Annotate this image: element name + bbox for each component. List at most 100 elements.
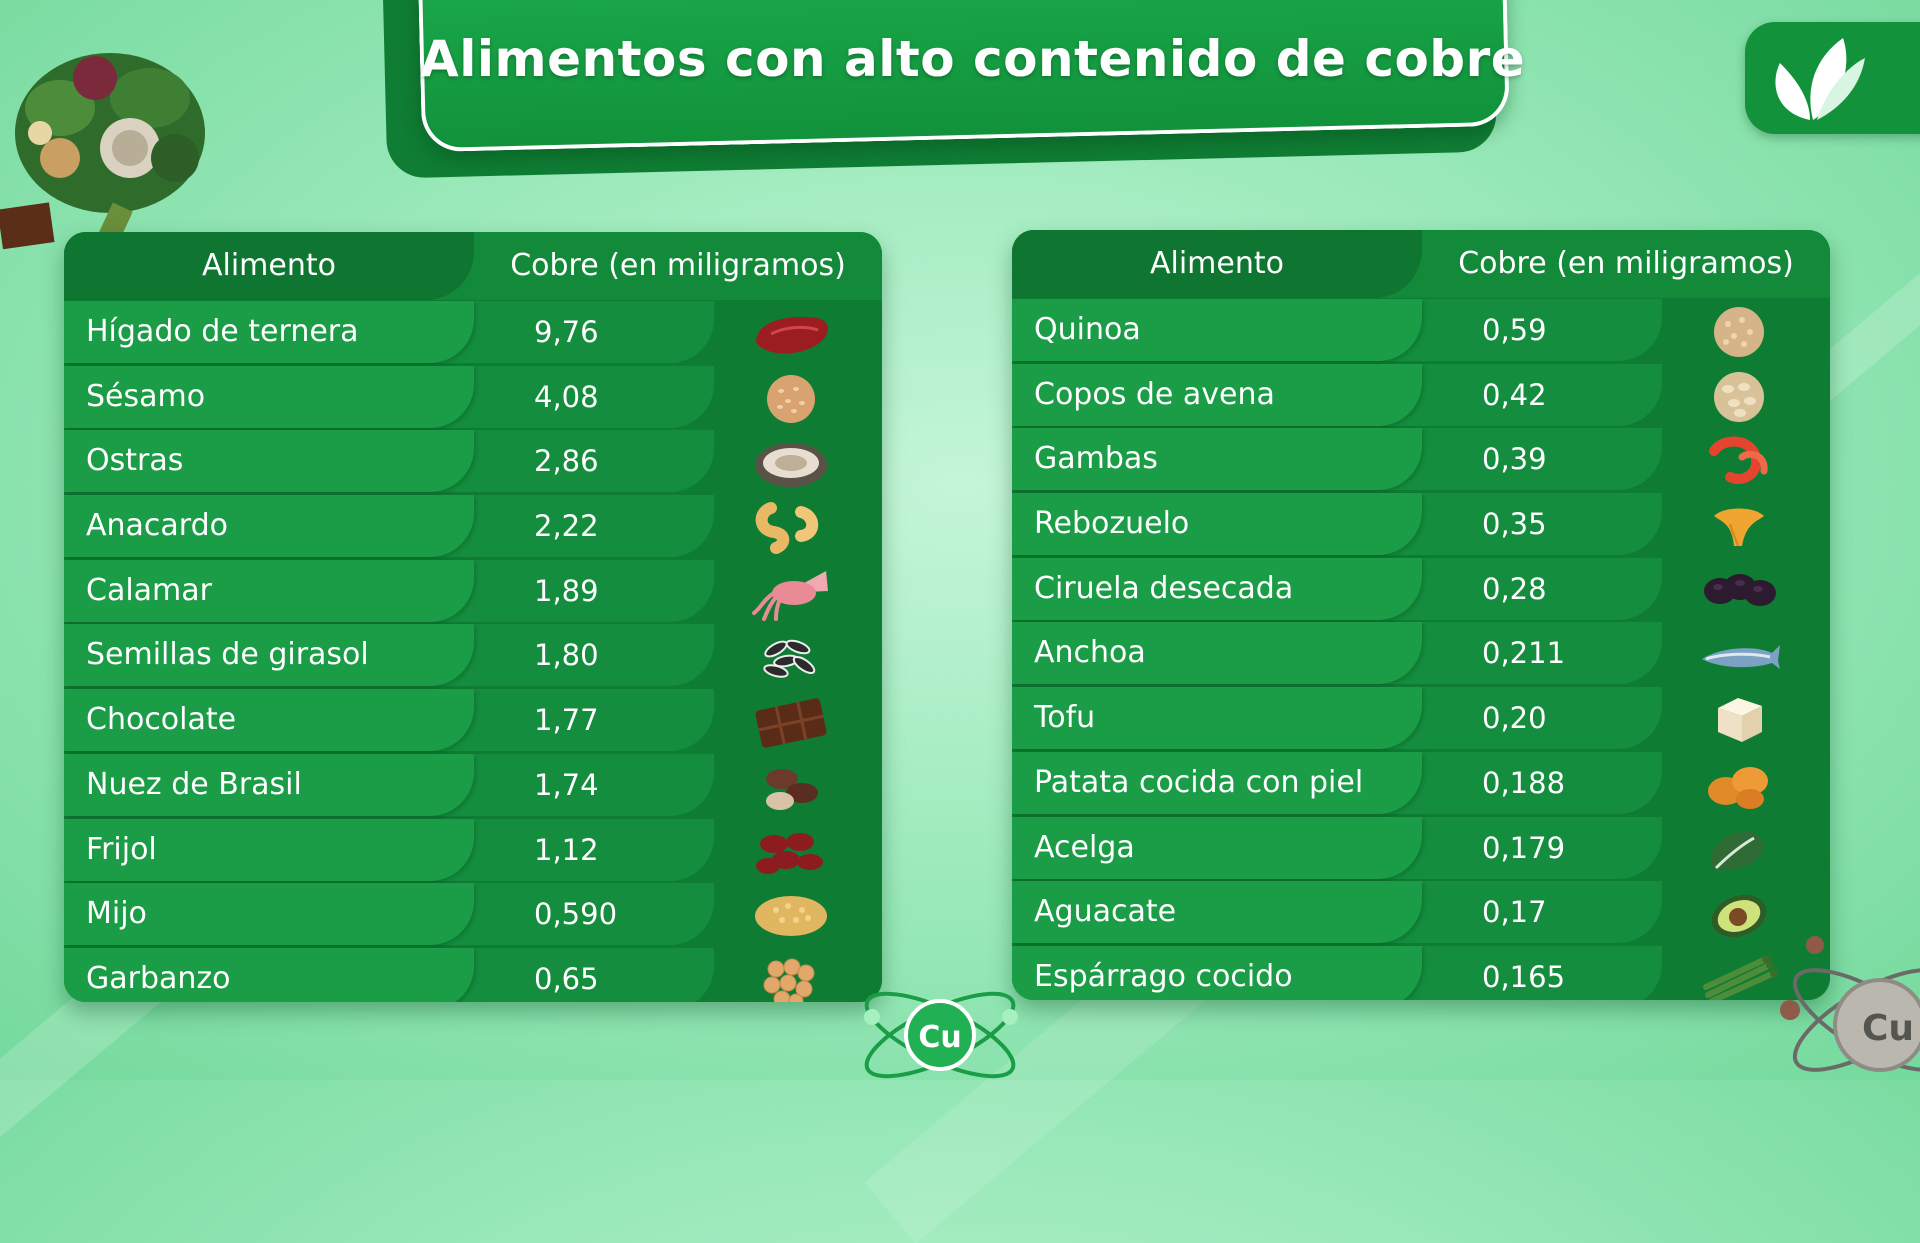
table-row: Acelga 0,179 [1012,816,1830,881]
atom-label: Cu [1862,1008,1914,1049]
food-cell [1012,687,1422,750]
copper-value: 0,35 [1482,507,1547,542]
table-row: Frijol 1,12 [64,818,882,883]
food-cell [1012,557,1422,620]
food-cell [1012,299,1422,361]
food-cell [64,947,474,1002]
food-name: Patata cocida con piel [1034,764,1364,800]
table-row: Chocolate 1,77 [64,688,882,753]
food-cell [1012,751,1422,814]
food-name: Acelga [1034,829,1135,865]
copper-table-left: Alimento Cobre (en miligramos) Hígado de… [64,232,882,1002]
table-row: Quinoa 0,59 [1012,298,1830,363]
food-cell [64,301,474,363]
sesame-icon [746,369,836,427]
table-row: Ciruela desecada 0,28 [1012,557,1830,622]
food-name: Frijol [86,831,157,867]
food-cell [64,365,474,428]
asparagus-icon [1694,949,1784,1000]
food-cell [64,495,474,558]
table-row: Calamar 1,89 [64,559,882,624]
copper-value: 0,42 [1482,377,1547,412]
copper-value: 0,28 [1482,571,1547,606]
table-body: Hígado de ternera 9,76 Sésamo 4,08 Ostras 2,8… [64,300,882,1002]
food-cell [1012,945,1422,1000]
chanterelle-icon [1694,496,1784,554]
food-cell [1012,881,1422,944]
brand-logo [1745,22,1920,134]
copper-value: 0,20 [1482,701,1547,736]
copper-value: 0,590 [534,897,618,932]
copper-value: 9,76 [534,315,599,349]
copper-value: 2,22 [534,509,599,544]
table-row: Copos de avena 0,42 [1012,363,1830,428]
food-name: Copos de avena [1034,376,1275,412]
table-row: Rebozuelo 0,35 [1012,492,1830,557]
table-row: Gambas 0,39 [1012,427,1830,492]
food-name: Semillas de girasol [86,637,369,673]
table-row: Anchoa 0,211 [1012,621,1830,686]
tofu-icon [1694,690,1784,748]
copper-value: 1,77 [534,703,599,738]
food-cell [64,689,474,752]
copper-value: 0,17 [1482,895,1547,930]
potato-icon [1694,755,1784,813]
copper-atom-icon: Cu [864,991,1018,1079]
food-cell [64,883,474,946]
table-header: Alimento Cobre (en miligramos) [64,232,882,300]
food-cell [64,753,474,816]
table-row: Hígado de ternera 9,76 [64,300,882,365]
header-food-cell: Alimento [64,232,474,300]
copper-value: 1,89 [534,573,599,608]
chocolate-icon [746,692,836,750]
food-cell [1012,816,1422,879]
quinoa-icon [1694,302,1784,360]
table-row: Nuez de Brasil 1,74 [64,753,882,818]
avocado-icon [1694,884,1784,942]
table-row: Sésamo 4,08 [64,365,882,430]
copper-value: 0,188 [1482,765,1566,800]
food-name: Quinoa [1034,312,1141,347]
copper-value: 0,65 [534,961,599,996]
header-food-label: Alimento [1149,246,1284,281]
table-row: Anacardo 2,22 [64,494,882,559]
food-name: Ciruela desecada [1034,570,1294,606]
liver-icon [746,304,836,362]
brazil-nut-icon [746,757,836,815]
table-row: Ostras 2,86 [64,429,882,494]
prune-icon [1694,561,1784,619]
header-food-cell: Alimento [1012,230,1422,298]
table-row: Tofu 0,20 [1012,686,1830,751]
chickpea-icon [746,951,836,1002]
food-name: Rebozuelo [1034,506,1190,542]
food-name: Calamar [86,572,212,608]
food-cell [64,430,474,493]
copper-value: 1,74 [534,767,599,802]
copper-value: 1,12 [534,832,599,867]
food-name: Anacardo [86,508,229,544]
oat-flakes-icon [1694,367,1784,425]
food-name: Nuez de Brasil [86,766,302,802]
atom-label: Cu [918,1020,961,1055]
table-row: Mijo 0,590 [64,882,882,947]
food-name: Chocolate [86,702,237,738]
copper-atom-icon: Cu [1780,936,1920,1072]
sunflower-seeds-icon [746,627,836,685]
header-copper-label: Cobre (en miligramos) [510,248,846,283]
table-row: Patata cocida con piel 0,188 [1012,751,1830,816]
copper-value: 0,211 [1482,636,1566,671]
food-name: Anchoa [1034,635,1146,671]
millet-icon [746,886,836,944]
copper-value: 1,80 [534,638,599,673]
food-name: Espárrago cocido [1034,958,1293,994]
food-name: Mijo [86,896,147,932]
header-copper-label: Cobre (en miligramos) [1458,246,1794,281]
shrimp-icon [1694,431,1784,489]
copper-value: 0,179 [1482,830,1566,865]
food-name: Tofu [1034,700,1096,736]
food-name: Aguacate [1034,894,1177,930]
food-cell [1012,622,1422,685]
copper-value: 0,39 [1482,442,1547,477]
anchovy-icon [1694,625,1784,683]
table-header: Alimento Cobre (en miligramos) [1012,230,1830,298]
